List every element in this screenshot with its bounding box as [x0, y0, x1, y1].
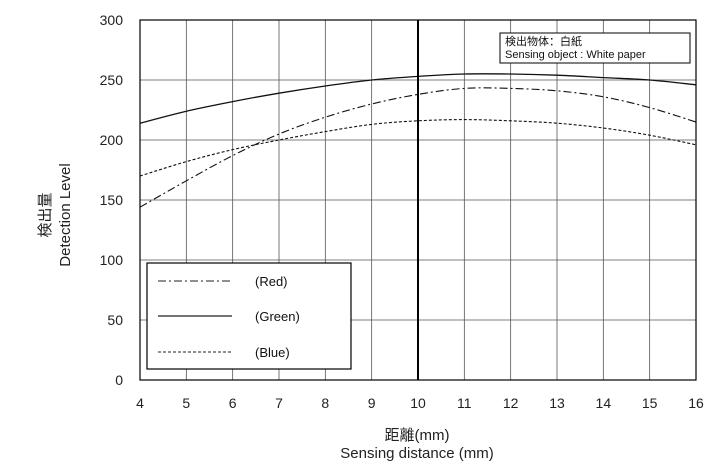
y-tick-label: 0: [115, 372, 123, 388]
legend-label-red: (Red): [255, 274, 288, 289]
y-tick-label: 200: [100, 132, 124, 148]
y-axis-ticks: 0 50 100 150 200 250 300: [100, 12, 124, 388]
x-tick-label: 5: [182, 395, 190, 411]
x-axis-ticks: 4 5 6 7 8 9 10 11 12 13 14 15 16: [136, 395, 704, 411]
x-tick-label: 14: [596, 395, 612, 411]
x-tick-label: 10: [410, 395, 426, 411]
x-tick-label: 7: [275, 395, 283, 411]
y-axis-title-group: 検出量 Detection Level: [37, 163, 74, 266]
x-tick-label: 4: [136, 395, 144, 411]
y-tick-label: 100: [100, 252, 124, 268]
y-axis-title: Detection Level: [57, 163, 74, 266]
x-tick-label: 16: [688, 395, 704, 411]
y-tick-label: 150: [100, 192, 124, 208]
x-axis-title-jp: 距離(mm): [385, 426, 450, 444]
y-axis-title-jp: 検出量: [37, 192, 54, 237]
x-tick-label: 15: [642, 395, 658, 411]
annotation-box: 検出物体：白紙 Sensing object : White paper: [499, 32, 691, 64]
annotation-line-2: Sensing object : White paper: [505, 49, 646, 61]
y-tick-label: 250: [100, 72, 124, 88]
x-tick-label: 6: [229, 395, 237, 411]
x-tick-label: 8: [321, 395, 329, 411]
annotation-line-1: 検出物体：白紙: [505, 34, 582, 48]
x-tick-label: 11: [457, 395, 472, 411]
legend: (Red) (Green) (Blue): [146, 262, 352, 370]
legend-label-green: (Green): [255, 309, 300, 324]
x-tick-label: 12: [503, 395, 519, 411]
x-axis-title: Sensing distance (mm): [340, 445, 493, 462]
y-tick-label: 50: [107, 312, 123, 328]
series-line-blue: [139, 119, 697, 177]
y-tick-label: 300: [100, 12, 124, 28]
x-tick-label: 13: [549, 395, 565, 411]
x-tick-label: 9: [368, 395, 376, 411]
legend-label-blue: (Blue): [255, 345, 290, 360]
